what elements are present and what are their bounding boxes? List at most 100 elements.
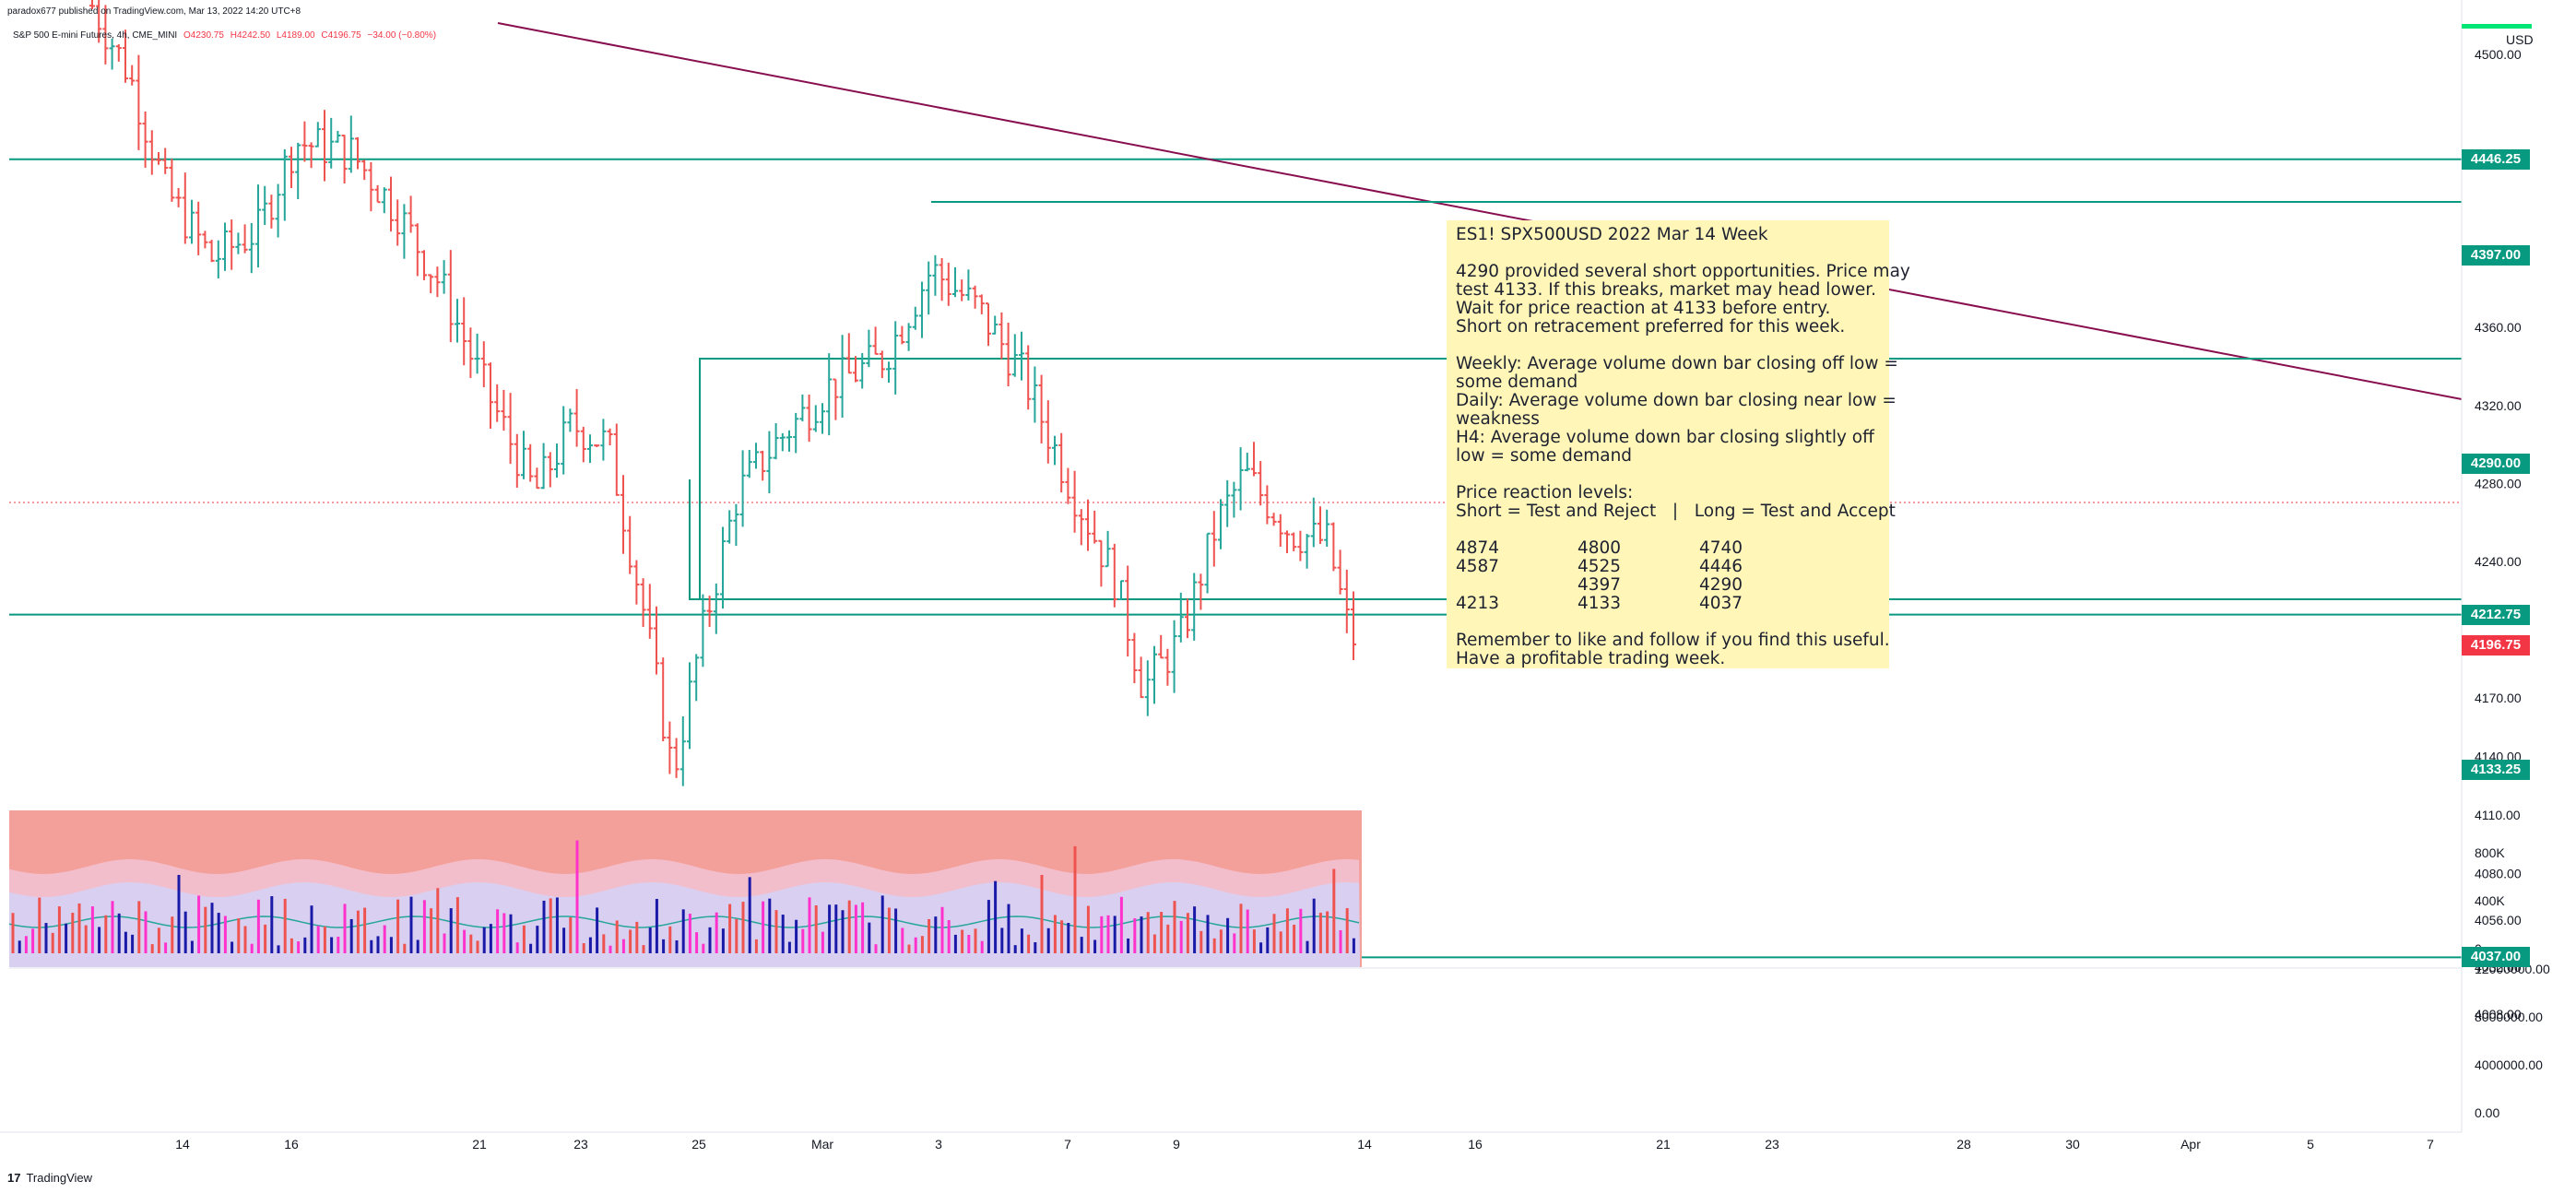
- price-bar: [1078, 509, 1084, 546]
- price-bar: [308, 142, 314, 169]
- price-bar: [1105, 530, 1111, 568]
- price-bar: [388, 176, 394, 232]
- price-bar: [779, 432, 786, 452]
- price-axis-label: 4080.00: [2475, 866, 2522, 880]
- price-bar: [812, 405, 819, 432]
- time-axis-label: 21: [472, 1137, 487, 1152]
- analysis-note[interactable]: ES1! SPX500USD 2022 Mar 14 Week 4290 pro…: [1447, 220, 1910, 668]
- price-bar: [753, 443, 759, 469]
- price-bar: [733, 503, 739, 547]
- price-bar: [89, 0, 95, 9]
- time-axis-label: 23: [1765, 1137, 1779, 1152]
- footer-brand[interactable]: 17 TradingView: [7, 1171, 92, 1185]
- price-tag[interactable]: 4212.75: [2462, 604, 2530, 625]
- level-cell: 4740: [1699, 538, 1743, 558]
- note-line: Short on retracement preferred for this …: [1456, 317, 1846, 337]
- price-bar: [646, 584, 653, 639]
- price-bar: [480, 341, 487, 387]
- price-bar: [879, 350, 885, 379]
- symbol-legend[interactable]: S&P 500 E-mini Futures, 4h, CME_MINI O42…: [13, 30, 436, 41]
- price-axis-label: 4320.00: [2475, 398, 2522, 413]
- price-tag[interactable]: 4290.00: [2462, 454, 2530, 475]
- price-bar: [335, 130, 341, 143]
- price-bar: [255, 184, 261, 268]
- price-bar: [547, 452, 553, 488]
- price-bar: [1032, 366, 1038, 423]
- time-axis-label: Apr: [2180, 1137, 2201, 1152]
- price-axis-label: 4240.00: [2475, 554, 2522, 569]
- price-bar: [554, 443, 560, 478]
- note-line: test 4133. If this breaks, market may he…: [1456, 280, 1877, 300]
- price-bar: [679, 715, 686, 786]
- price-tag[interactable]: 4037.00: [2462, 947, 2530, 968]
- level-cell: 4800: [1578, 538, 1622, 558]
- price-bar: [1264, 485, 1270, 525]
- price-tag[interactable]: 4133.25: [2462, 759, 2530, 780]
- price-bar: [806, 395, 812, 443]
- price-bar: [1310, 497, 1317, 548]
- price-bar: [348, 115, 354, 173]
- note-line: Daily: Average volume down bar closing n…: [1456, 391, 1897, 410]
- price-bar: [1138, 656, 1144, 699]
- price-bar: [229, 219, 235, 270]
- levels-row: 4587 4525 4446: [1456, 558, 1880, 576]
- price-bar: [667, 721, 673, 774]
- price-bar: [374, 184, 381, 204]
- price-bar: [1330, 522, 1337, 572]
- time-axis-label: 25: [691, 1137, 706, 1152]
- price-bar: [275, 183, 281, 238]
- price-bar: [720, 526, 726, 609]
- level-cell: 4874: [1456, 538, 1500, 558]
- price-bar: [281, 148, 288, 221]
- price-bar: [341, 134, 348, 184]
- time-axis-label: 5: [2307, 1137, 2314, 1152]
- currency-label[interactable]: USD: [2506, 32, 2534, 47]
- price-tag[interactable]: 4446.25: [2462, 148, 2530, 170]
- price-bar: [1251, 442, 1257, 477]
- level-cell: 4525: [1578, 557, 1622, 576]
- price-axis-label: 4500.00: [2475, 47, 2522, 62]
- price-bar: [1351, 591, 1356, 661]
- price-bar: [156, 151, 161, 165]
- time-axis[interactable]: 14 16 21 23 25 Mar 3 7 9 14 16 21 23 28 30 Apr 5 7: [175, 1137, 2434, 1152]
- price-bar: [700, 594, 706, 667]
- price-axis[interactable]: 4500.00 4360.00 4320.00 4280.00 4240.00 4170.…: [2475, 47, 2522, 1022]
- ohlc-high: H4242.50: [230, 30, 271, 41]
- ohlc-low: L4189.00: [276, 30, 315, 41]
- price-bar: [301, 121, 308, 162]
- symbol-name[interactable]: S&P 500 E-mini Futures, 4h, CME_MINI: [13, 30, 178, 41]
- note-line: Weekly: Average volume down bar closing …: [1456, 354, 1898, 373]
- price-bar: [693, 654, 700, 702]
- trend-line[interactable]: [497, 22, 2463, 400]
- price-bar: [905, 323, 912, 351]
- price-tag[interactable]: 4397.00: [2462, 244, 2530, 266]
- price-bars: [89, 0, 1356, 786]
- price-bar: [1218, 499, 1223, 549]
- time-axis-label: Mar: [811, 1137, 833, 1152]
- price-axis-label: 4170.00: [2475, 691, 2522, 705]
- note-line: Wait for price reaction at 4133 before e…: [1456, 299, 1831, 318]
- price-bar: [96, 0, 102, 43]
- time-axis-label: 14: [1357, 1137, 1372, 1152]
- price-bar: [673, 738, 679, 778]
- indicator-axis-label: 8000000.00: [2475, 1010, 2543, 1024]
- price-bar: [322, 110, 327, 182]
- indicator-axis-label: 0.00: [2475, 1105, 2499, 1120]
- price-bar: [142, 111, 148, 168]
- price-bar: [992, 315, 998, 335]
- price-tag[interactable]: 4196.75: [2462, 635, 2530, 656]
- price-bar: [148, 130, 155, 175]
- price-bar: [839, 335, 845, 418]
- price-bar: [899, 325, 905, 345]
- price-bar: [799, 394, 806, 422]
- volume-axis-label: 400K: [2475, 893, 2505, 908]
- price-bar: [1270, 513, 1277, 526]
- price-bar: [1125, 565, 1131, 657]
- level-cell: 4397: [1578, 575, 1622, 595]
- price-bar: [1177, 592, 1184, 643]
- price-bar: [540, 443, 547, 490]
- price-bar: [594, 444, 600, 447]
- price-bar: [368, 161, 374, 212]
- level-cell: 4037: [1699, 594, 1743, 613]
